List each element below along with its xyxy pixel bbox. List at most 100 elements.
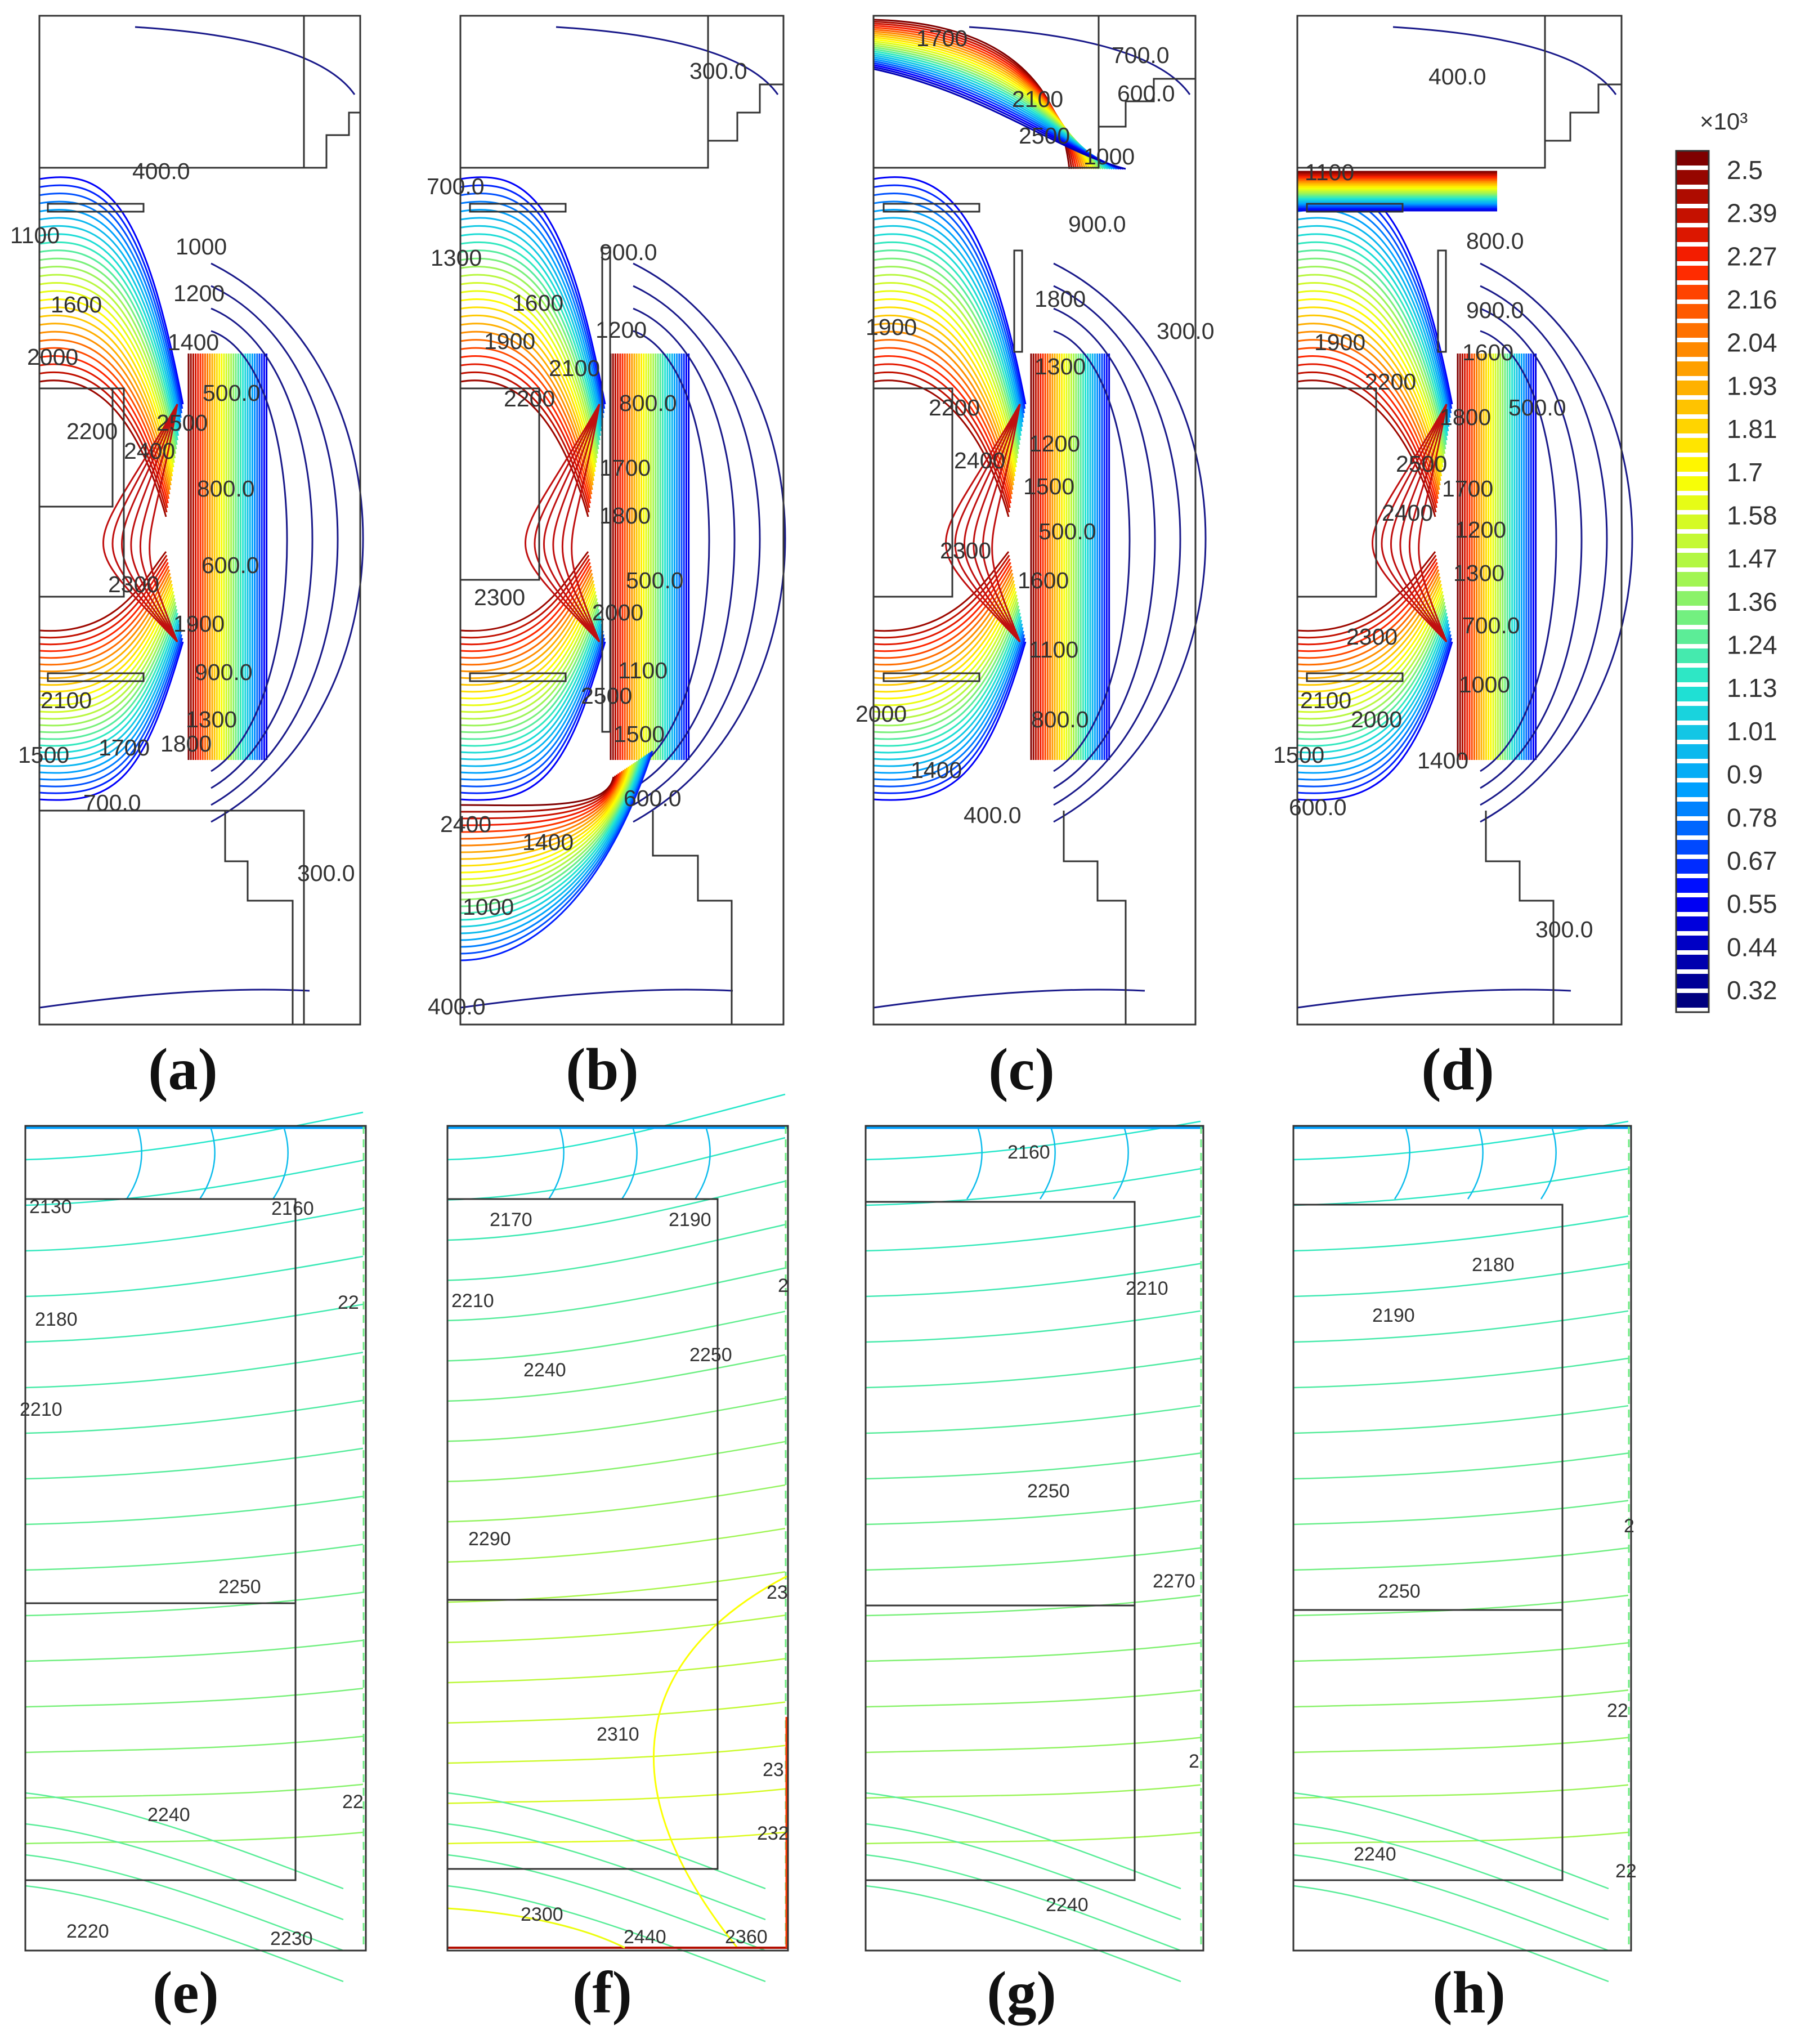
contour-line	[460, 266, 599, 454]
contour-line	[1297, 602, 1446, 727]
contour-line	[561, 404, 601, 642]
contour-line	[39, 641, 184, 801]
contour-line	[1297, 630, 1451, 781]
contour-line	[1297, 298, 1443, 472]
contour-line	[460, 771, 623, 840]
contour-line	[873, 638, 1026, 794]
panel-c	[872, 15, 1207, 1026]
contour-line	[873, 233, 1022, 436]
colorbar-swatch	[1676, 916, 1709, 931]
contour-line	[39, 638, 183, 794]
contour-line	[39, 554, 168, 639]
contour-label: 2200	[929, 395, 980, 421]
contour-line	[873, 620, 1023, 761]
contour-line	[447, 1792, 766, 1890]
contour-label: 2250	[1378, 1581, 1421, 1602]
contour-line	[873, 630, 1024, 781]
contour-line	[873, 298, 1016, 472]
contour-line	[460, 355, 592, 504]
panel-d-yoke-top	[1296, 15, 1546, 169]
colorbar-swatch	[1676, 955, 1709, 969]
contour-line	[25, 1399, 364, 1434]
contour-line	[39, 209, 181, 423]
panel-b	[459, 15, 786, 1026]
contour-line	[865, 1405, 1201, 1434]
contour-line	[39, 634, 183, 788]
contour-line	[460, 580, 594, 686]
contour-label: 2500	[1019, 123, 1070, 149]
colorbar-swatch	[1676, 170, 1709, 185]
contour-line	[1408, 404, 1448, 642]
contour-label: 2180	[35, 1309, 78, 1330]
contour-line	[652, 1575, 787, 1948]
contour-line	[39, 630, 182, 781]
panel-c-label: (c)	[988, 1036, 1055, 1102]
contour-label: 1600	[512, 290, 563, 316]
contour-label: 2100	[1012, 86, 1063, 112]
contour-line	[873, 306, 1016, 477]
contour-line	[865, 1500, 1201, 1526]
contour-label: 2240	[523, 1359, 566, 1381]
contour-line	[460, 565, 592, 659]
contour-label: 1200	[1029, 431, 1080, 457]
contour-line	[460, 554, 590, 639]
contour-line	[210, 307, 313, 789]
contour-line	[447, 1093, 786, 1161]
panel-g-label: (g)	[987, 1960, 1056, 2025]
contour-label: 2	[778, 1275, 789, 1296]
panel-b-coil-block	[459, 387, 540, 581]
contour-line	[460, 767, 628, 860]
contour-line	[460, 775, 616, 813]
contour-label: 23	[767, 1582, 788, 1603]
contour-line	[865, 1792, 1181, 1890]
contour-label: 2500	[156, 410, 208, 436]
contour-line	[39, 620, 180, 761]
contour-line	[460, 200, 604, 418]
contour-label: 2130	[29, 1196, 72, 1218]
contour-label: 700.0	[1462, 612, 1520, 638]
contour-line	[1392, 26, 1617, 95]
contour-line	[460, 306, 595, 477]
contour-line	[25, 1447, 364, 1480]
contour-line	[1480, 307, 1583, 789]
contour-line	[873, 290, 1017, 468]
colorbar-swatch	[1676, 878, 1709, 893]
panel-g-labels: 2160 2210 2250 2270 2 2240	[1007, 1142, 1199, 1916]
contour-line	[873, 605, 1020, 733]
panel-c-yoke-step	[1098, 78, 1195, 168]
contour-line	[39, 989, 310, 1009]
contour-label: 1000	[176, 234, 227, 260]
contour-line	[873, 609, 1020, 740]
colorbar-swatch	[1676, 553, 1709, 567]
contour-line	[39, 306, 173, 477]
contour-label: 1100	[618, 658, 668, 683]
contour-line	[39, 379, 167, 517]
contour-line	[447, 1658, 786, 1684]
contour-line	[447, 1180, 786, 1241]
colorbar-swatch	[1676, 361, 1709, 376]
contour-line	[135, 26, 356, 95]
contour-line	[1293, 1885, 1609, 1983]
contour-label: 2000	[856, 701, 907, 727]
contour-line	[1293, 1310, 1629, 1343]
contour-label: 23	[763, 1759, 784, 1781]
panel-h-contours	[1293, 1120, 1631, 1983]
contour-line	[460, 569, 593, 666]
contour-line	[525, 404, 601, 643]
contour-label: 2210	[20, 1399, 62, 1420]
contour-line	[460, 616, 602, 754]
colorbar-tick-label: 2.16	[1727, 285, 1777, 314]
contour-line	[873, 627, 1024, 774]
panel-d-label: (d)	[1421, 1036, 1494, 1102]
contour-label: 900.0	[599, 239, 657, 265]
contour-label: 2210	[451, 1290, 494, 1312]
contour-line	[447, 1854, 766, 1952]
contour-label: 500.0	[1038, 518, 1096, 544]
contour-line	[39, 616, 180, 754]
contour-line	[1297, 225, 1449, 432]
contour-line	[1399, 404, 1448, 642]
colorbar-swatch	[1676, 304, 1709, 319]
contour-label: 1400	[168, 329, 219, 355]
contour-label: 1500	[1273, 742, 1324, 768]
contour-label: 400.0	[428, 994, 486, 1019]
